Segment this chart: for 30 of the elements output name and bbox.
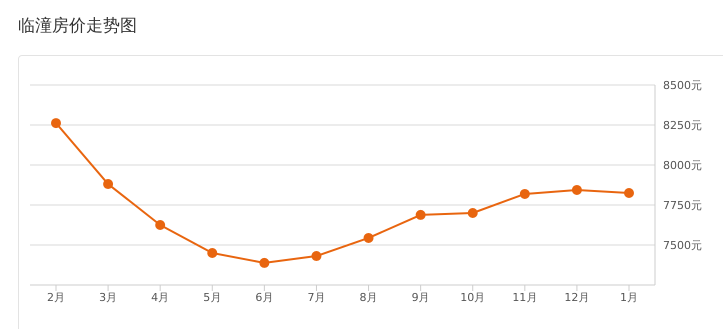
x-tick-label: 6月 (255, 290, 274, 304)
point (624, 188, 634, 198)
x-tick-label: 12月 (564, 290, 590, 304)
point (468, 208, 478, 218)
point (207, 248, 218, 258)
y-tick-label: 8500元 (663, 78, 702, 92)
x-tick-label: 5月 (203, 290, 222, 304)
point (520, 188, 530, 199)
point (51, 118, 61, 128)
point (416, 210, 426, 220)
x-tick-label: 7月 (307, 290, 326, 304)
x-tick-label: 2月 (47, 290, 65, 304)
point (572, 184, 582, 195)
x-tick-label: 8月 (360, 290, 378, 304)
x-tick-label: 11月 (512, 290, 538, 304)
x-tick-label: 3月 (99, 290, 118, 304)
chart-title: 临潼房价走势图 (18, 15, 137, 37)
x-tick-label: 1月 (620, 290, 638, 304)
x-tick-label: 9月 (412, 290, 430, 304)
x-tick-label: 10月 (460, 290, 486, 304)
point (155, 220, 166, 230)
point (259, 258, 270, 268)
y-tick-label: 7750元 (663, 198, 702, 212)
point (103, 179, 114, 190)
y-tick-label: 8000元 (663, 158, 702, 172)
point (311, 251, 322, 262)
y-tick-label: 8250元 (663, 118, 702, 132)
y-tick-label: 7500元 (663, 238, 702, 252)
point (364, 232, 374, 243)
x-tick-label: 4月 (151, 290, 170, 304)
